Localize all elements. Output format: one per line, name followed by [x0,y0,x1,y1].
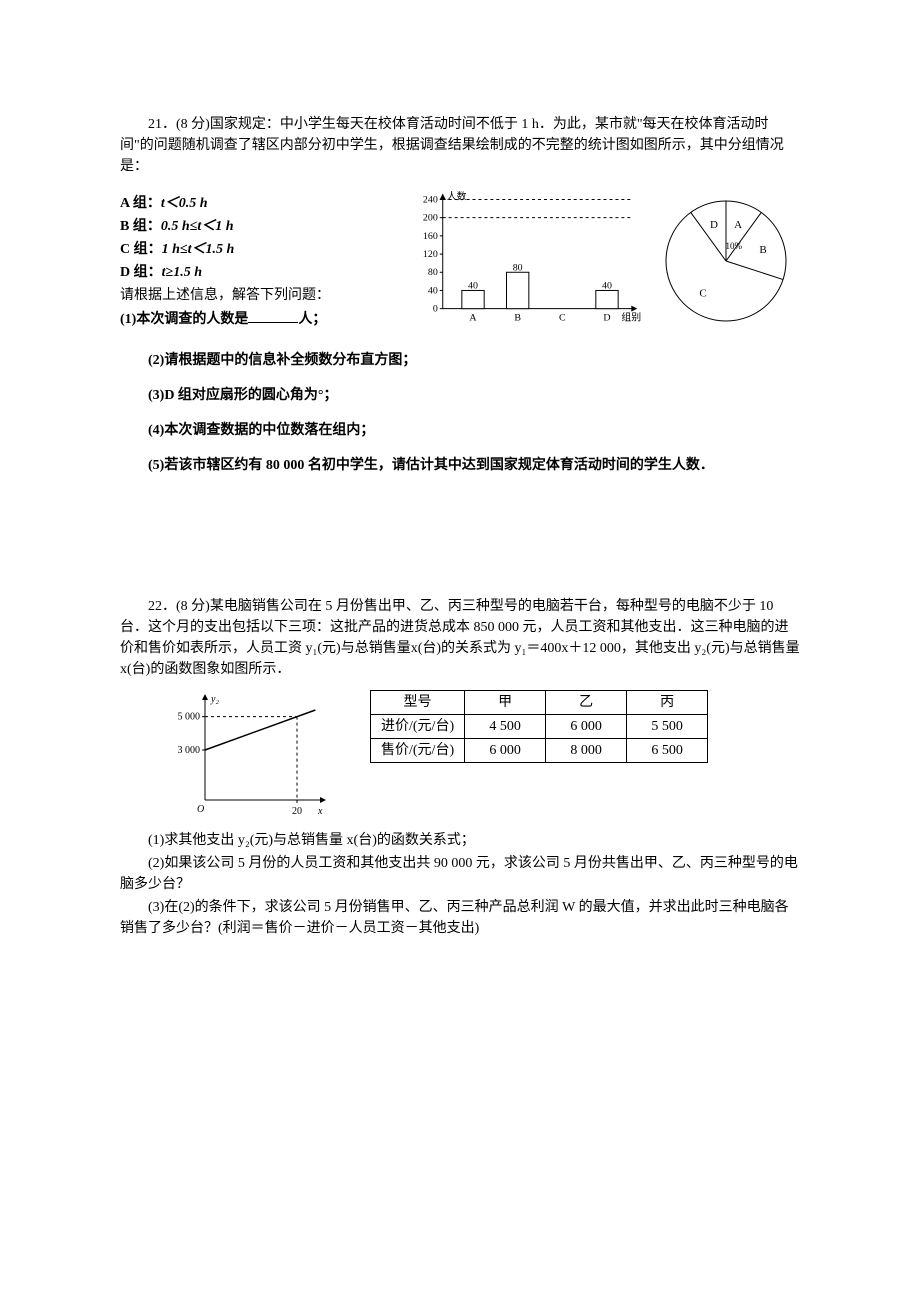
q21-part2: (2)请根据题中的信息补全频数分布直方图； [120,350,800,371]
svg-text:C: C [559,313,566,324]
svg-text:40: 40 [428,285,438,296]
svg-text:B: B [514,313,521,324]
fill-blank [248,308,298,323]
svg-text:O: O [197,804,204,815]
q21-group-b-label: B 组： [120,219,161,234]
th-bing: 丙 [627,691,708,715]
q21-part3: (3)D 组对应扇形的圆心角为°； [120,385,800,406]
question-22: 22．(8 分)某电脑销售公司在 5 月份售出甲、乙、丙三种型号的电脑若干台，每… [120,596,800,939]
q21-part1-post: 人； [298,312,326,327]
q22-part2: (2)如果该公司 5 月份的人员工资和其他支出共 90 000 元，求该公司 5… [120,853,800,895]
svg-text:人数: 人数 [447,191,467,202]
table-row: 进价/(元/台) 4 500 6 000 5 500 [371,715,708,739]
cell: 8 000 [546,739,627,763]
q21-part5: (5)若该市辖区约有 80 000 名初中学生，请估计其中达到国家规定体育活动时… [120,455,800,476]
q21-left-column: A 组：t＜0.5 h B 组：0.5 h≤t＜1 h C 组：1 h≤t＜1.… [120,191,398,336]
q21-group-d-label: D 组： [120,265,162,280]
q21-group-b: B 组：0.5 h≤t＜1 h [120,216,398,237]
q22-price-table: 型号 甲 乙 丙 进价/(元/台) 4 500 6 000 5 500 售价/(… [370,690,708,763]
svg-text:D: D [710,219,718,231]
cell: 6 500 [627,739,708,763]
q21-part1-pre: (1)本次调查的人数是 [120,312,248,327]
th-yi: 乙 [546,691,627,715]
th-model: 型号 [371,691,465,715]
question-21: 21．(8 分)国家规定：中小学生每天在校体育活动时间不低于 1 h．为此，某市… [120,114,800,476]
q21-bar-chart: 0 40 80 120 160 200 240 人数 40 A 80 B C 40 D 组别 [408,191,641,336]
q21-prompt: 请根据上述信息，解答下列问题： [120,285,398,306]
cell: 4 500 [465,715,546,739]
svg-text:C: C [700,288,707,300]
svg-text:B: B [760,244,767,256]
svg-text:3 000: 3 000 [178,745,201,756]
q21-group-b-cond: 0.5 h≤t＜1 h [161,219,234,234]
svg-text:A: A [734,219,742,231]
q22-part1: (1)求其他支出 y₂(元)与总销售量 x(台)的函数关系式； [120,830,800,851]
q21-stem: 21．(8 分)国家规定：中小学生每天在校体育活动时间不低于 1 h．为此，某市… [120,114,800,177]
q21-group-c-cond: 1 h≤t＜1.5 h [162,242,235,257]
svg-text:120: 120 [423,249,438,260]
q21-part4: (4)本次调查数据的中位数落在组内； [120,420,800,441]
cell: 售价/(元/台) [371,739,465,763]
q21-group-d: D 组：t≥1.5 h [120,262,398,283]
table-row: 售价/(元/台) 6 000 8 000 6 500 [371,739,708,763]
th-jia: 甲 [465,691,546,715]
svg-text:y₂: y₂ [210,694,219,705]
svg-text:5 000: 5 000 [178,712,201,723]
svg-text:A: A [469,313,477,324]
q21-group-c: C 组：1 h≤t＜1.5 h [120,239,398,260]
svg-text:10%: 10% [726,241,743,251]
svg-text:x: x [317,806,323,817]
cell: 6 000 [465,739,546,763]
svg-text:40: 40 [468,280,478,291]
q21-group-a-cond: t＜0.5 h [161,196,208,211]
q21-part1: (1)本次调查的人数是 人； [120,308,398,330]
q21-group-a: A 组：t＜0.5 h [120,193,398,214]
cell: 5 500 [627,715,708,739]
q21-group-c-label: C 组： [120,242,162,257]
svg-text:20: 20 [292,806,302,817]
q21-group-a-label: A 组： [120,196,161,211]
cell: 6 000 [546,715,627,739]
q21-pie-chart: A 10% B C D [651,191,800,331]
q22-line-chart: 3 000 5 000 20 Oy₂ x [160,690,330,820]
q22-part3: (3)在(2)的条件下，求该公司 5 月份销售甲、乙、丙三种产品总利润 W 的最… [120,897,800,939]
table-header-row: 型号 甲 乙 丙 [371,691,708,715]
svg-text:0: 0 [433,304,438,315]
svg-text:80: 80 [428,267,438,278]
cell: 进价/(元/台) [371,715,465,739]
svg-text:D: D [603,313,610,324]
svg-text:160: 160 [423,231,438,242]
q21-group-d-cond: t≥1.5 h [162,265,202,280]
q22-figure-row: 3 000 5 000 20 Oy₂ x 型号 甲 乙 丙 进价/(元/台) 4 500… [160,690,800,820]
svg-text:240: 240 [423,194,438,205]
q21-body: A 组：t＜0.5 h B 组：0.5 h≤t＜1 h C 组：1 h≤t＜1.… [120,191,800,336]
svg-text:组别: 组别 [621,311,641,324]
q22-stem: 22．(8 分)某电脑销售公司在 5 月份售出甲、乙、丙三种型号的电脑若干台，每… [120,596,800,680]
svg-text:200: 200 [423,213,438,224]
svg-text:80: 80 [513,262,523,273]
svg-text:40: 40 [602,280,612,291]
